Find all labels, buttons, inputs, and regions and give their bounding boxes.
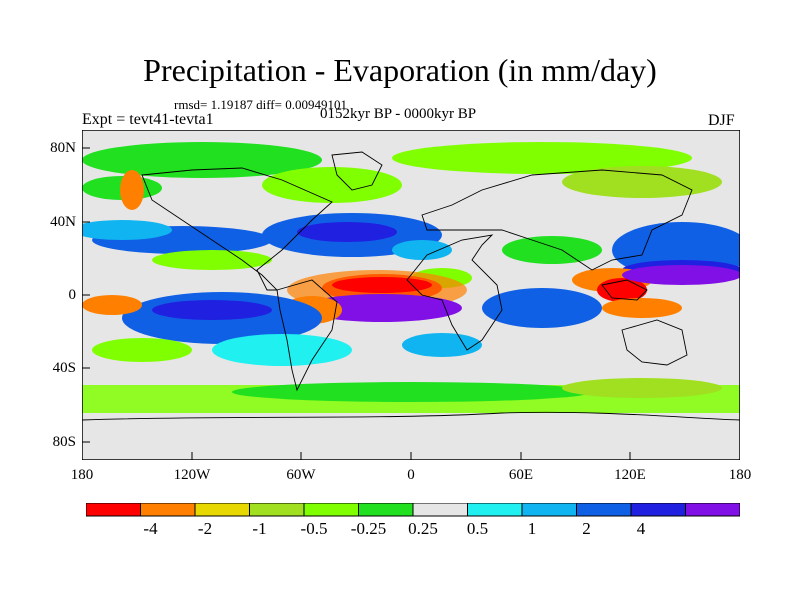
lon-tick-label: 60E xyxy=(508,467,534,483)
colorbar-label: 0.5 xyxy=(466,519,489,538)
lon-tick-label: 0 xyxy=(407,467,415,483)
stats-label: rmsd= 1.19187 diff= 0.00949101 xyxy=(174,97,347,112)
lon-tick-label: 180 xyxy=(728,467,752,483)
colorbar-swatch xyxy=(412,503,468,517)
colorbar-swatch xyxy=(467,503,523,517)
colorbar-swatch xyxy=(521,503,577,517)
lon-tick-label: 120E xyxy=(614,467,646,483)
colorbar-swatch xyxy=(685,503,740,517)
colorbar-swatch xyxy=(576,503,632,517)
colorbar-label: 2 xyxy=(582,519,591,538)
season-label: DJF xyxy=(708,112,735,129)
colorbar-swatch xyxy=(630,503,686,517)
colorbar-label: -1 xyxy=(252,519,267,538)
colorbar-label: -0.5 xyxy=(300,519,328,538)
colorbar-swatch xyxy=(249,503,305,517)
colorbar-label: -2 xyxy=(197,519,213,538)
colorbar-label: 0.25 xyxy=(408,519,438,538)
lon-tick-label: 120W xyxy=(173,467,211,483)
chart-title: Precipitation - Evaporation (in mm/day) xyxy=(143,52,657,88)
colorbar-swatch xyxy=(194,503,250,517)
colorbar-swatch xyxy=(140,503,196,517)
lat-tick-label: 40S xyxy=(52,360,76,376)
lat-tick-label: 80S xyxy=(52,434,76,450)
colorbar xyxy=(86,503,740,517)
period-label: 0152kyr BP - 0000kyr BP xyxy=(320,106,477,122)
colorbar-swatch xyxy=(86,503,141,517)
lat-tick-label: 40N xyxy=(50,214,76,230)
lat-tick-label: 0 xyxy=(68,287,77,303)
colorbar-label: -0.25 xyxy=(350,519,387,538)
colorbar-swatch xyxy=(303,503,359,517)
map-plot xyxy=(82,130,740,460)
coastlines xyxy=(82,151,740,421)
lon-tick-label: 180 xyxy=(70,467,94,483)
experiment-label: Expt = tevt41-tevta1 xyxy=(82,111,214,128)
colorbar-label: 4 xyxy=(636,519,646,538)
colorbar-label: 1 xyxy=(527,519,537,538)
colorbar-swatch xyxy=(358,503,414,517)
colorbar-label: -4 xyxy=(143,519,158,538)
lon-tick-label: 60W xyxy=(286,467,316,483)
lat-tick-label: 80N xyxy=(50,140,76,156)
